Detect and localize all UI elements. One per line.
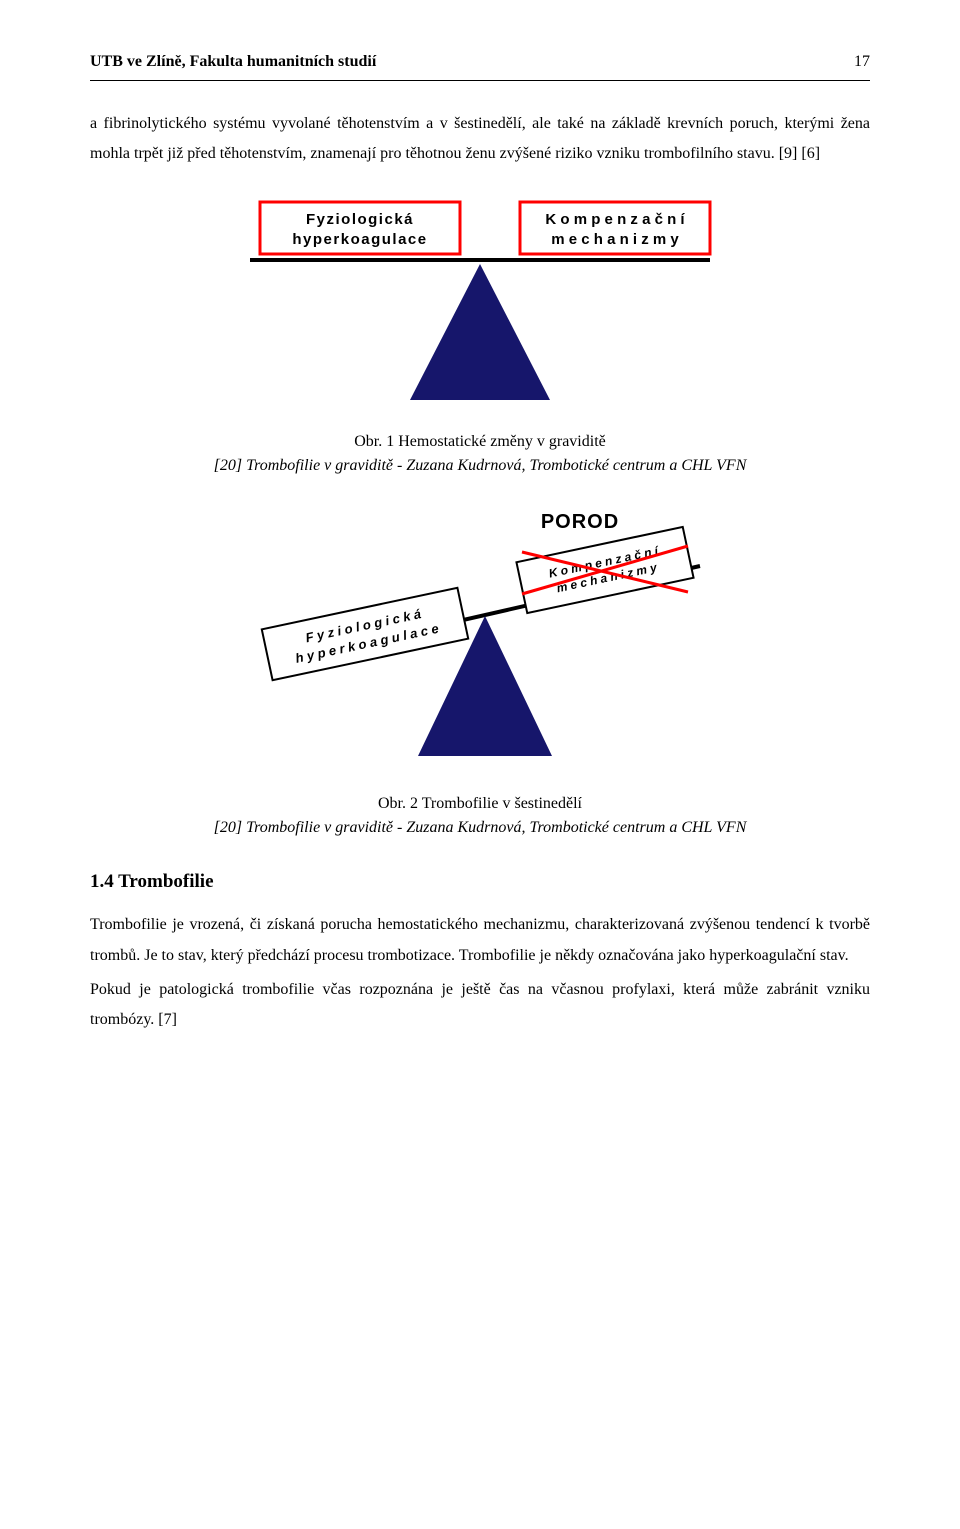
page-header: UTB ve Zlíně, Fakulta humanitních studií… [90,50,870,74]
figure-1-caption: Obr. 1 Hemostatické změny v graviditě [90,430,870,454]
figure-2: PORODF y z i o l o g i c k áh y p e r k … [90,504,870,784]
figure-1: FyziologickáhyperkoagulaceK o m p e n z … [90,192,870,422]
header-rule [90,80,870,81]
figure-2-source: [20] Trombofilie v graviditě - Zuzana Ku… [90,816,870,840]
intro-paragraph: a fibrinolytického systému vyvolané těho… [90,109,870,170]
figure-1-source: [20] Trombofilie v graviditě - Zuzana Ku… [90,454,870,478]
figure-2-svg: PORODF y z i o l o g i c k áh y p e r k … [200,504,760,784]
svg-text:POROD: POROD [541,511,619,533]
figure-1-svg: FyziologickáhyperkoagulaceK o m p e n z … [200,192,760,422]
figure-2-caption: Obr. 2 Trombofilie v šestinedělí [90,792,870,816]
page-number: 17 [854,50,870,74]
section-heading: 1.4 Trombofilie [90,868,870,897]
header-title: UTB ve Zlíně, Fakulta humanitních studií [90,50,376,74]
section-para-1: Trombofilie je vrozená, či získaná poruc… [90,910,870,971]
section-para-2: Pokud je patologická trombofilie včas ro… [90,975,870,1036]
